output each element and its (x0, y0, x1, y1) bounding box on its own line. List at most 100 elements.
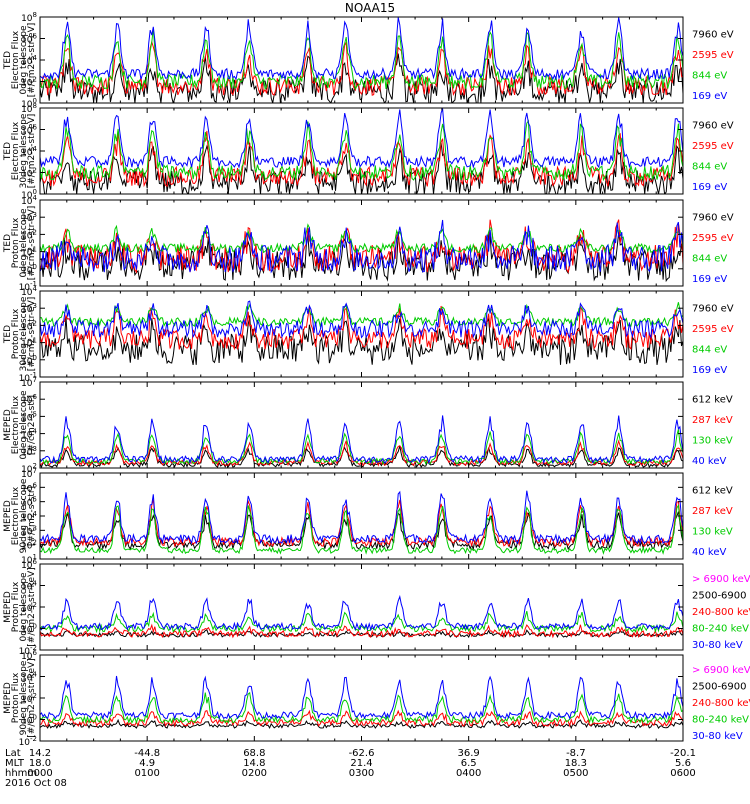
series-130-kev (40, 503, 683, 555)
legend: 7960 eV 2595 eV 844 eV 169 eV (692, 212, 734, 285)
x-tick-lat: -8.7 (566, 748, 586, 759)
y-axis-label: MEPED (3, 682, 13, 714)
y-tick-label: 101 (21, 246, 37, 259)
y-tick-label: 108 (21, 11, 37, 24)
y-tick-label: 102 (21, 692, 37, 705)
legend-entry: 287 keV (692, 506, 733, 517)
panel-4-series (40, 300, 683, 366)
y-tick-label: 100 (21, 714, 37, 727)
x-tick-mlt: 5.6 (675, 758, 691, 769)
x-tick-lat: -62.6 (349, 748, 375, 759)
legend-entry: 169 eV (692, 365, 727, 376)
y-tick-label: 104 (21, 428, 37, 441)
series-80-240-kev (40, 691, 683, 725)
y-axis-label: TED (3, 142, 13, 161)
y-axis-label: 30deg telescope (19, 296, 29, 371)
x-row-label: 2016 Oct 08 (5, 778, 67, 789)
y-tick-label: 104 (21, 194, 37, 207)
y-tick-label: 100 (21, 97, 37, 110)
y-tick-label: 100 (21, 263, 37, 276)
y-tick-label: 108 (21, 102, 37, 115)
y-tick-label: 100 (21, 188, 37, 201)
y-tick-label: 101 (21, 553, 37, 566)
series-2595-ev (40, 40, 683, 97)
series-169-ev (40, 108, 683, 169)
series-7960-ev (40, 315, 683, 366)
y-axis-label: Electron Flux (11, 395, 21, 454)
panel-7-series (40, 594, 683, 650)
y-tick-label: 104 (21, 285, 37, 298)
y-axis-label: 0deg telescope (19, 208, 29, 278)
y-axis-label: [#/cm2-s-str] (27, 486, 37, 546)
legend-entry: 844 eV (692, 70, 727, 81)
x-row-label: MLT (5, 758, 25, 769)
y-tick-label: 104 (21, 510, 37, 523)
legend-entry: 844 eV (692, 344, 727, 355)
legend-entry: 287 keV (692, 415, 733, 426)
y-tick-label: 105 (21, 410, 37, 423)
series-80-240-kev (40, 610, 683, 634)
series-2595-ev (40, 305, 683, 352)
series-844-ev (40, 302, 683, 328)
y-axis-label: TED (3, 234, 13, 253)
series-30-80-kev (40, 675, 683, 721)
legend-entry: 2595 eV (692, 233, 734, 244)
y-axis-label: Electron Flux (11, 121, 21, 180)
x-tick-hhmm: 0300 (349, 768, 374, 779)
y-tick-label: 100 (21, 623, 37, 636)
x-tick-hhmm: 0200 (242, 768, 267, 779)
y-axis-label: MEPED (3, 500, 13, 532)
y-tick-label: 106 (21, 393, 37, 406)
y-tick-label: 107 (21, 376, 37, 389)
legend: > 6900 keV 2500-6900 240-800 keV 80-240 keV… (692, 574, 750, 651)
y-tick-label: 104 (21, 580, 37, 593)
x-tick-mlt: 14.8 (243, 758, 265, 769)
x-row-label: hhmm (5, 768, 37, 779)
legend-entry: 7960 eV (692, 29, 734, 40)
legend: 7960 eV 2595 eV 844 eV 169 eV (692, 120, 734, 193)
series-844-ev (40, 223, 683, 255)
series-844-ev (40, 28, 683, 91)
x-row-label: Lat (5, 748, 21, 759)
y-tick-label: 102 (21, 228, 37, 241)
y-tick-label: 102 (21, 601, 37, 614)
x-tick-mlt: 18.0 (29, 758, 51, 769)
series-130-kev (40, 429, 683, 466)
y-axis-label: TED (3, 325, 13, 344)
y-tick-label: 104 (21, 145, 37, 158)
legend-entry: 2595 eV (692, 141, 734, 152)
panel-1-series (40, 17, 683, 103)
panel-3-series (40, 219, 683, 283)
y-axis-label: [#/cm2-s-str-eV] (27, 23, 37, 98)
legend-entry: 2500-6900 (692, 591, 747, 602)
legend-entry: 844 eV (692, 161, 727, 172)
y-tick-label: 102 (21, 167, 37, 180)
legend-entry: 80-240 keV (692, 623, 749, 634)
y-tick-label: 103 (21, 445, 37, 458)
legend-entry: 2595 eV (692, 324, 734, 335)
y-axis-label: Proton Flux (11, 217, 21, 268)
y-tick-label: 103 (21, 211, 37, 224)
legend-entry: 30-80 keV (692, 731, 743, 742)
x-tick-mlt: 21.4 (350, 758, 372, 769)
y-axis-label: 90deg telescope (19, 478, 29, 553)
legend-entry: > 6900 keV (692, 574, 750, 585)
legend-entry: 2595 eV (692, 50, 734, 61)
y-axis-label: Electron Flux (11, 30, 21, 89)
legend-entry: 80-240 keV (692, 714, 749, 725)
legend-entry: 169 eV (692, 182, 727, 193)
y-tick-label: 103 (21, 524, 37, 537)
y-axis-label: Proton Flux (11, 672, 21, 723)
series-287-kev (40, 439, 683, 467)
y-axis-label: TED (3, 51, 13, 70)
panel-8-series (40, 675, 683, 741)
x-tick-lat: 14.2 (29, 748, 51, 759)
panel-6-series (40, 490, 683, 555)
series-240-800-kev (40, 709, 683, 728)
series-169-ev (40, 219, 683, 274)
